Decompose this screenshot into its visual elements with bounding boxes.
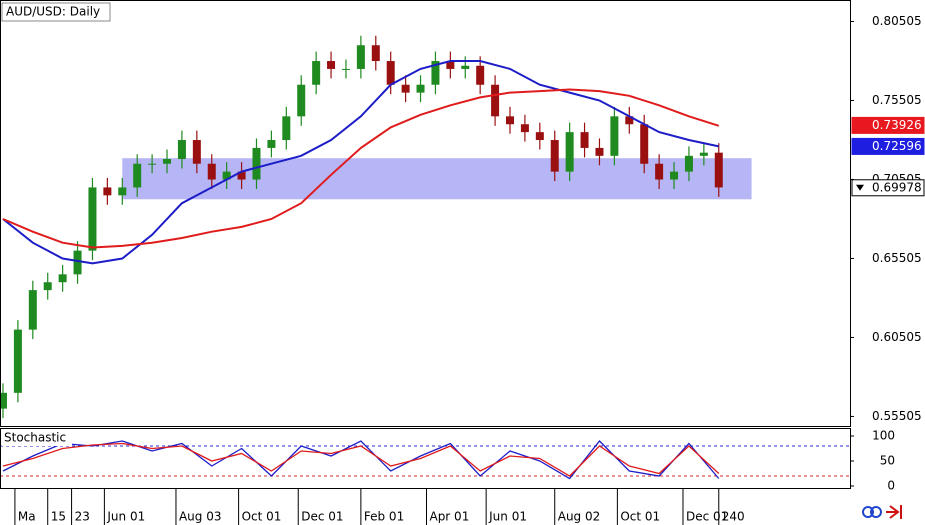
candle-body — [565, 132, 574, 172]
candle-body — [520, 124, 529, 133]
candle-body — [684, 155, 693, 172]
y-tick-label: 0.65505 — [872, 251, 922, 265]
candle-body — [118, 187, 127, 196]
candle-body — [327, 61, 336, 69]
x-tick-label: Dec 01 — [301, 510, 343, 524]
line-series — [2, 60, 720, 265]
candle-body — [267, 140, 276, 148]
candle-body — [88, 187, 97, 251]
candle-body — [13, 329, 22, 393]
x-tick-label: Dec 01 — [686, 510, 728, 524]
x-tick-label: 23 — [75, 510, 90, 524]
candle-body — [43, 282, 52, 291]
x-tick-label: Jun 01 — [488, 510, 527, 524]
candle-body — [28, 290, 37, 330]
candle-body — [461, 65, 470, 69]
stochastic-frame — [0, 428, 851, 489]
plot-layer: 0.805050.755050.705050.655050.605050.555… — [0, 14, 922, 480]
candle-body — [0, 392, 7, 409]
toolbar-icons[interactable] — [862, 505, 902, 519]
candle-body — [670, 171, 679, 180]
candle-body — [282, 116, 291, 141]
candle-body — [595, 147, 604, 156]
candle-body — [312, 61, 321, 85]
candle-body — [580, 132, 589, 148]
candle-body — [177, 140, 186, 159]
y-tick-label: 50 — [880, 454, 895, 468]
candle-body — [476, 65, 485, 85]
candle-body — [103, 187, 112, 196]
candle-body — [192, 140, 201, 164]
candle-body — [655, 163, 664, 180]
candle-body — [297, 84, 306, 117]
candle-body — [73, 250, 82, 275]
price-label-box — [851, 116, 925, 134]
y-tick-label: 100 — [872, 429, 895, 443]
price-label-box — [851, 137, 925, 155]
candle-body — [148, 163, 157, 165]
y-tick-label: 0 — [887, 479, 895, 493]
y-tick-label: 0.80505 — [872, 14, 922, 28]
candle-body — [625, 116, 634, 125]
x-tick-label: Aug 03 — [179, 510, 222, 524]
x-tick-label: Apr 01 — [429, 510, 469, 524]
x-tick-label: Oct 01 — [242, 510, 282, 524]
price-label: 0.72596 — [872, 139, 922, 153]
candle-body — [356, 45, 365, 69]
candle-body — [446, 61, 455, 69]
x-tick-label: Oct 01 — [620, 510, 660, 524]
candle-body — [133, 163, 142, 188]
panel-title: Stochastic — [4, 431, 66, 445]
chart-title: AUD/USD: Daily — [6, 5, 100, 19]
candle-body — [252, 147, 261, 180]
x-tick-label: Jun 01 — [106, 510, 145, 524]
candle-body — [640, 124, 649, 164]
line-series — [2, 88, 720, 249]
candle-body — [58, 274, 67, 283]
link-icon[interactable] — [870, 506, 882, 518]
y-tick-label: 0.60505 — [872, 330, 922, 344]
x-tick-label: Ma — [18, 510, 36, 524]
candle-body — [431, 61, 440, 85]
candle-body — [386, 61, 395, 85]
y-tick-label: 0.55505 — [872, 409, 922, 423]
link-icon[interactable] — [862, 506, 874, 518]
title-box — [1, 2, 111, 22]
candle-body — [222, 171, 231, 180]
line-series — [2, 440, 720, 480]
shift-icon[interactable] — [886, 505, 902, 519]
candle-body — [237, 171, 246, 180]
x-tick-label: 240 — [722, 510, 745, 524]
panel-title-box — [2, 430, 72, 446]
price-label-box — [851, 179, 925, 197]
y-tick-label: 0.75505 — [872, 93, 922, 107]
x-tick-label: 15 — [51, 510, 66, 524]
price-label: 0.73926 — [872, 118, 922, 132]
candle-body — [163, 158, 172, 164]
candle-body — [610, 116, 619, 156]
price-frame — [0, 0, 851, 427]
x-tick-label: Feb 01 — [364, 510, 404, 524]
candle-body — [416, 84, 425, 93]
candle-body — [699, 152, 708, 156]
candle-body — [535, 132, 544, 141]
candle-body — [714, 152, 723, 188]
candle-body — [550, 140, 559, 172]
x-tick-label: Aug 02 — [558, 510, 601, 524]
price-marker — [856, 184, 864, 191]
candle-body — [506, 116, 514, 125]
price-label: 0.69978 — [872, 180, 922, 194]
candle-body — [371, 45, 380, 62]
line-series — [2, 442, 720, 477]
candle-body — [491, 84, 500, 117]
candle-body — [341, 68, 350, 70]
candle-body — [207, 163, 216, 180]
candle-body — [401, 84, 410, 93]
